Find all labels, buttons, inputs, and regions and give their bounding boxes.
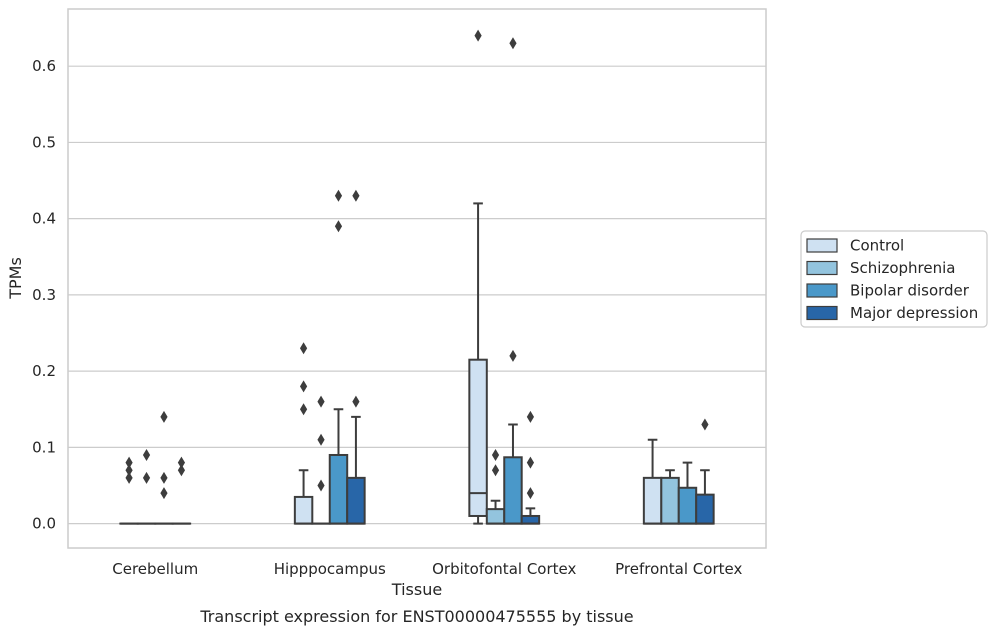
legend-swatch xyxy=(806,260,838,276)
x-axis-ticks: Cerebellum Hipppocampus Orbitofontal Corte… xyxy=(112,560,742,578)
outlier-point xyxy=(491,448,500,461)
legend-label: Bipolar disorder xyxy=(850,282,970,300)
outlier-point xyxy=(142,448,151,461)
outlier-point xyxy=(299,342,308,355)
box-bipolar-disorder xyxy=(154,410,174,525)
outlier-point xyxy=(334,220,343,233)
outlier-point xyxy=(491,464,500,477)
outlier-point xyxy=(177,464,186,477)
outlier-point xyxy=(526,410,535,423)
x-tick-label: Prefrontal Cortex xyxy=(615,560,742,578)
outlier-point xyxy=(352,395,360,408)
box-control xyxy=(119,456,139,525)
legend-swatch xyxy=(806,305,838,321)
outlier-point xyxy=(125,464,133,477)
box-schizophrenia xyxy=(485,448,506,525)
outlier-point xyxy=(352,189,360,202)
outlier-point xyxy=(526,456,535,469)
box-schizophrenia xyxy=(311,395,331,525)
outlier-point xyxy=(317,479,325,492)
outlier-point xyxy=(125,471,133,484)
box-control xyxy=(468,29,488,525)
box-bipolar-disorder xyxy=(328,189,349,525)
x-axis-label: Tissue xyxy=(391,580,442,599)
box-iqr xyxy=(346,476,366,525)
legend-swatch xyxy=(806,283,838,298)
box-schizophrenia xyxy=(660,469,680,525)
box-major-depression xyxy=(695,418,715,525)
box-iqr xyxy=(520,514,541,525)
box-bipolar-disorder xyxy=(677,461,698,525)
outlier-point xyxy=(177,456,186,469)
y-tick-label: 0.0 xyxy=(32,515,56,533)
outlier-point xyxy=(299,380,308,393)
box-iqr xyxy=(660,476,680,525)
x-tick-label: Orbitofontal Cortex xyxy=(432,560,576,578)
box-iqr xyxy=(328,453,349,525)
box-iqr xyxy=(293,495,314,525)
outlier-point xyxy=(509,349,517,362)
box-major-depression xyxy=(346,189,366,525)
y-tick-label: 0.6 xyxy=(32,57,56,75)
x-tick-label: Cerebellum xyxy=(112,560,198,578)
y-tick-label: 0.5 xyxy=(32,133,56,151)
box-iqr xyxy=(468,358,488,517)
box-iqr xyxy=(485,508,506,525)
box-bipolar-disorder xyxy=(503,37,523,525)
outlier-point xyxy=(160,471,168,484)
box-major-depression xyxy=(520,410,541,525)
outlier-point xyxy=(125,456,133,469)
legend-label: Schizophrenia xyxy=(850,259,955,277)
box-control xyxy=(642,438,663,525)
outlier-point xyxy=(334,189,343,202)
outlier-point xyxy=(474,29,482,42)
chart-caption: Transcript expression for ENST0000047555… xyxy=(199,607,633,626)
outlier-point xyxy=(160,410,168,423)
box-iqr xyxy=(677,486,698,525)
plot-frame xyxy=(67,8,767,549)
legend-frame xyxy=(800,230,988,328)
boxes xyxy=(119,29,715,525)
outlier-point xyxy=(509,37,517,50)
y-axis-label: TPMs xyxy=(6,257,25,300)
grid-lines xyxy=(68,65,766,525)
box-schizophrenia xyxy=(136,448,157,525)
outlier-point xyxy=(526,487,535,500)
box-iqr xyxy=(695,493,715,525)
legend-swatch xyxy=(806,238,838,253)
outlier-point xyxy=(317,433,325,446)
outlier-point xyxy=(299,403,308,416)
legend-label: Major depression xyxy=(850,304,978,322)
legend-label: Control xyxy=(850,237,904,255)
box-iqr xyxy=(642,476,663,525)
box-iqr xyxy=(503,456,523,525)
x-tick-label: Hipppocampus xyxy=(274,560,386,578)
outlier-point xyxy=(142,471,151,484)
legend: Control Schizophrenia Bipolar disorder Majo… xyxy=(800,230,988,328)
y-tick-label: 0.3 xyxy=(32,286,56,304)
y-tick-label: 0.4 xyxy=(32,210,56,228)
box-major-depression xyxy=(171,456,192,525)
outlier-point xyxy=(317,395,325,408)
box-control xyxy=(293,342,314,525)
outlier-point xyxy=(701,418,709,431)
y-tick-label: 0.1 xyxy=(32,438,56,456)
y-tick-label: 0.2 xyxy=(32,362,56,380)
outlier-point xyxy=(160,487,168,500)
y-axis-ticks: 0.0 0.1 0.2 0.3 0.4 0.5 0.6 xyxy=(32,57,56,532)
